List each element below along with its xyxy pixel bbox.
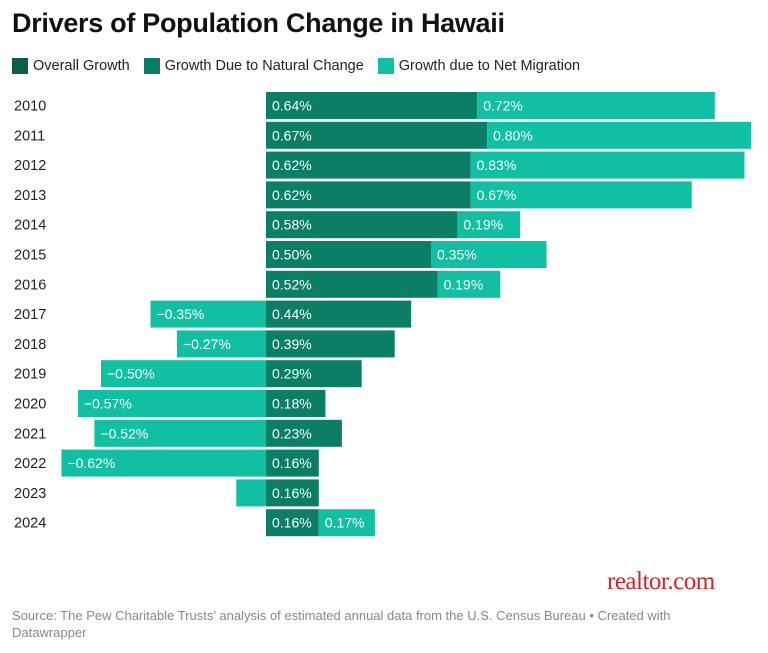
y-axis-label-2022: 2022 [14,456,46,472]
natural-change-label-2017: 0.44% [272,306,312,322]
y-axis-label-2024: 2024 [14,516,46,532]
y-axis-label-2017: 2017 [14,307,46,323]
y-axis-label-2015: 2015 [14,248,46,264]
net-migration-bar-2015 [431,241,547,268]
net-migration-label-2024: 0.17% [325,515,365,531]
legend-item-overall-growth: Overall Growth [12,58,130,74]
natural-change-label-2014: 0.58% [272,217,312,233]
natural-change-bar-2011 [266,121,488,149]
net-migration-bar-2023 [236,479,266,507]
natural-change-label-2024: 0.16% [272,515,312,531]
y-axis-label-2012: 2012 [14,158,46,174]
natural-change-label-2020: 0.18% [272,396,312,412]
natural-change-bar-2022 [266,449,319,477]
natural-change-label-2016: 0.52% [272,276,312,292]
y-axis-label-2013: 2013 [14,188,46,204]
net-migration-bar-2019 [101,360,266,388]
natural-change-bar-2019 [266,360,362,388]
net-migration-label-2022: −0.62% [67,455,115,471]
net-migration-label-2012: 0.83% [477,157,517,173]
natural-change-bar-2015 [266,241,431,268]
y-axis-label-2010: 2010 [14,99,46,115]
natural-change-label-2013: 0.62% [272,187,312,203]
net-migration-label-2020: −0.57% [84,396,132,412]
natural-change-bar-2014 [266,211,458,239]
net-migration-label-2018: −0.27% [183,336,231,352]
natural-change-label-2022: 0.16% [272,455,312,471]
net-migration-label-2021: −0.52% [100,425,148,441]
natural-change-bar-2012 [266,151,471,179]
natural-change-bar-2021 [266,419,342,447]
y-axis-label-2018: 2018 [14,337,46,353]
net-migration-bar-2022 [61,449,267,477]
net-migration-bar-2014 [457,211,521,239]
net-migration-label-2017: −0.35% [157,306,205,322]
legend: Overall Growth Growth Due to Natural Cha… [12,58,594,74]
net-migration-bar-2020 [77,390,267,417]
bar-chart: 2010 0.64% 0.72% 2011 0.67% 0.80% 2012 0.62% 0.8… [14,92,752,537]
natural-change-label-2023: 0.16% [272,485,312,501]
legend-item-net-migration: Growth due to Net Migration [377,58,581,74]
natural-change-label-2012: 0.62% [272,157,312,173]
natural-change-label-2018: 0.39% [272,336,312,352]
net-migration-bar-2024 [318,509,375,537]
net-migration-bar-2010 [477,92,715,119]
legend-swatch-overall-growth [12,58,28,74]
natural-change-label-2010: 0.64% [272,98,312,114]
net-migration-label-2019: −0.50% [107,366,155,382]
y-axis-label-2011: 2011 [14,128,45,144]
natural-change-bar-2016 [266,270,438,298]
chart-title: Drivers of Population Change in Hawaii [12,8,505,38]
net-migration-label-2015: 0.35% [437,247,477,263]
legend-label-natural-change: Growth Due to Natural Change [164,58,364,74]
net-migration-label-2014: 0.19% [463,217,503,233]
natural-change-label-2015: 0.50% [272,247,312,263]
net-migration-bar-2018 [176,330,266,358]
natural-change-label-2019: 0.29% [272,366,312,382]
net-migration-label-2010: 0.72% [483,98,523,114]
legend-swatch-natural-change [143,58,160,74]
natural-change-label-2011: 0.67% [272,127,312,143]
legend-label-net-migration: Growth due to Net Migration [398,58,581,74]
net-migration-label-2013: 0.67% [477,187,517,203]
natural-change-bar-2023 [266,479,319,507]
source-note: Source: The Pew Charitable Trusts’ analy… [12,608,671,640]
legend-item-natural-change: Growth Due to Natural Change [143,58,364,74]
y-axis-label-2014: 2014 [14,218,46,234]
natural-change-bar-2013 [266,181,471,209]
net-migration-bar-2012 [470,151,745,179]
natural-change-bar-2018 [266,330,395,358]
natural-change-bar-2010 [266,92,478,119]
legend-swatch-net-migration [377,58,394,74]
net-migration-bar-2017 [150,300,266,328]
y-axis-label-2016: 2016 [14,277,46,293]
net-migration-bar-2021 [94,419,267,447]
net-migration-bar-2011 [487,121,752,149]
net-migration-bar-2016 [437,270,501,298]
realtor-logo: realtor.com [607,568,715,595]
net-migration-label-2011: 0.80% [493,127,533,143]
net-migration-bar-2013 [470,181,692,209]
y-axis-label-2023: 2023 [14,486,46,502]
natural-change-bar-2017 [266,300,412,328]
legend-label-overall-growth: Overall Growth [33,58,130,74]
natural-change-label-2021: 0.23% [272,425,312,441]
natural-change-bar-2020 [266,390,326,417]
net-migration-label-2016: 0.19% [444,276,484,292]
y-axis-label-2019: 2019 [14,367,46,383]
y-axis-label-2021: 2021 [14,426,46,442]
natural-change-bar-2024 [266,509,319,537]
y-axis-label-2020: 2020 [14,397,46,413]
